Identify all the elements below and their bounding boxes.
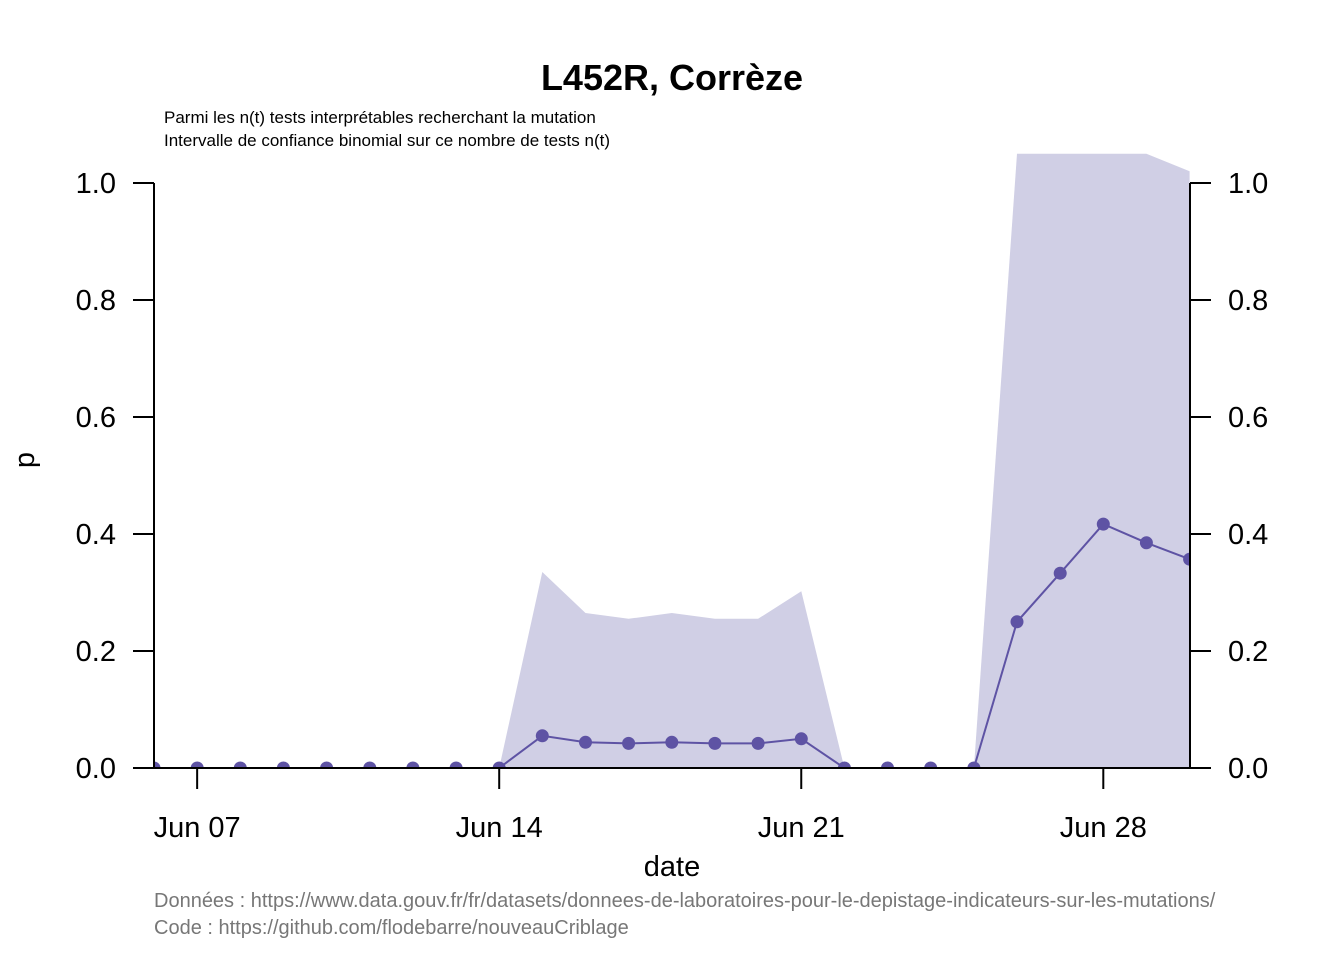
right-y-tick-label: 0.4 <box>1228 519 1268 551</box>
left-y-tick-label: 0.6 <box>76 402 116 434</box>
confidence-band-layer <box>499 153 1190 769</box>
data-point <box>751 736 765 750</box>
tick-layer: 0.0 0.0 0.2 0.2 0.4 0.4 0.6 0.6 0.8 0.8 1.0 1.0 Jun … <box>76 168 1269 844</box>
left-y-tick-label: 0.2 <box>76 636 116 668</box>
right-y-tick-label: 0.2 <box>1228 636 1268 668</box>
left-y-tick-label: 1.0 <box>76 168 116 200</box>
data-point <box>665 735 679 749</box>
x-tick-label: Jun 07 <box>154 812 241 844</box>
x-axis-label: date <box>644 851 700 883</box>
left-y-tick-label: 0.4 <box>76 519 116 551</box>
x-tick-label: Jun 14 <box>456 812 543 844</box>
code-source-caption: Code : https://github.com/flodebarre/nou… <box>154 917 629 939</box>
y-axis-label: p <box>9 452 41 468</box>
data-point <box>579 735 592 749</box>
data-point <box>1139 536 1153 550</box>
x-tick-label: Jun 28 <box>1060 812 1147 844</box>
confidence-band-1 <box>499 572 845 768</box>
chart-title: L452R, Corrèze <box>541 57 803 98</box>
left-y-tick-label: 0.8 <box>76 285 116 317</box>
data-point <box>1010 615 1024 629</box>
right-y-tick-label: 1.0 <box>1228 168 1268 200</box>
data-point <box>794 732 808 746</box>
data-point <box>708 736 722 750</box>
chart-subtitle-line-2: Intervalle de confiance binomial sur ce … <box>164 131 610 150</box>
axes <box>153 183 1191 769</box>
confidence-band-2 <box>973 153 1190 769</box>
data-point <box>1183 552 1190 566</box>
chart-subtitle-line-1: Parmi les n(t) tests interprétables rech… <box>164 108 596 127</box>
data-point <box>1053 566 1067 580</box>
data-point <box>535 729 549 743</box>
left-y-tick-label: 0.0 <box>76 753 116 785</box>
x-tick-label: Jun 21 <box>758 812 845 844</box>
data-point <box>622 736 636 750</box>
data-source-caption: Données : https://www.data.gouv.fr/fr/da… <box>154 890 1216 912</box>
right-y-tick-label: 0.0 <box>1228 753 1268 785</box>
right-y-tick-label: 0.6 <box>1228 402 1268 434</box>
right-y-tick-label: 0.8 <box>1228 285 1268 317</box>
data-point <box>1096 517 1110 531</box>
